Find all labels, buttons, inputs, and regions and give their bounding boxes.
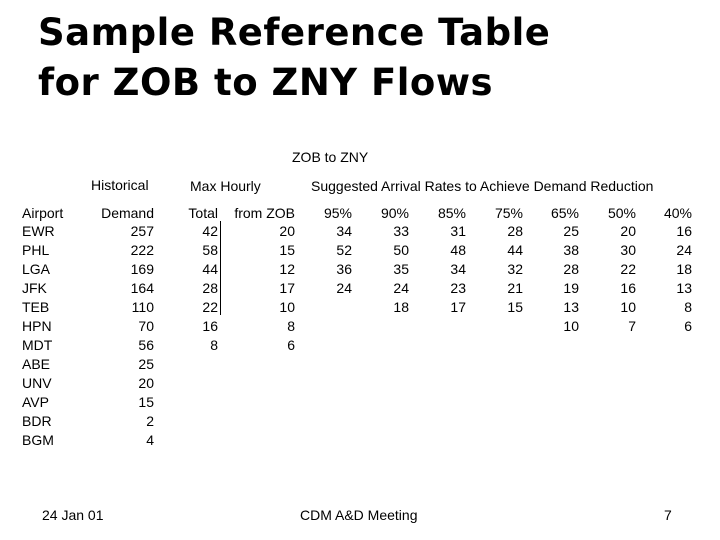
cell-total: 8	[210, 337, 218, 353]
cell-pct-85: 48	[450, 242, 466, 258]
cell-pct-90: 18	[393, 299, 409, 315]
cell-total: 58	[202, 242, 218, 258]
cell-airport: ABE	[22, 356, 51, 372]
cell-pct-85: 34	[450, 261, 466, 277]
column-separator	[220, 221, 221, 315]
cell-airport: BGM	[22, 432, 54, 448]
cell-demand: 20	[138, 375, 154, 391]
cell-pct-50: 20	[620, 223, 636, 239]
cell-pct-90: 35	[393, 261, 409, 277]
cell-pct-95: 36	[336, 261, 352, 277]
cell-airport: TEB	[22, 299, 50, 315]
cell-pct-90: 24	[393, 280, 409, 296]
cell-airport: UNV	[22, 375, 52, 391]
header-max-hourly: Max Hourly	[190, 178, 261, 194]
cell-pct-75: 21	[507, 280, 523, 296]
col-header-airport: Airport	[22, 205, 64, 221]
footer-date: 24 Jan 01	[42, 507, 104, 523]
cell-total: 16	[202, 318, 218, 334]
footer-meeting: CDM A&D Meeting	[300, 507, 418, 523]
cell-pct-40: 16	[676, 223, 692, 239]
cell-pct-40: 24	[676, 242, 692, 258]
cell-pct-90: 50	[393, 242, 409, 258]
cell-airport: BDR	[22, 413, 52, 429]
cell-pct-65: 28	[563, 261, 579, 277]
group-header: ZOB to ZNY	[292, 149, 369, 165]
cell-airport: AVP	[22, 394, 49, 410]
cell-airport: PHL	[22, 242, 50, 258]
cell-pct-50: 10	[620, 299, 636, 315]
cell-airport: HPN	[22, 318, 52, 334]
cell-from-zob: 20	[279, 223, 295, 239]
cell-demand: 56	[138, 337, 154, 353]
cell-airport: LGA	[22, 261, 51, 277]
cell-pct-75: 28	[507, 223, 523, 239]
slide-title: Sample Reference Table for ZOB to ZNY Fl…	[38, 8, 550, 108]
cell-total: 28	[202, 280, 218, 296]
col-header-pct-95: 95%	[323, 205, 352, 221]
cell-from-zob: 12	[279, 261, 295, 277]
cell-demand: 15	[138, 394, 154, 410]
cell-pct-65: 13	[563, 299, 579, 315]
cell-total: 42	[202, 223, 218, 239]
cell-demand: 222	[130, 242, 154, 258]
col-header-pct-90: 90%	[380, 205, 409, 221]
footer-page-number: 7	[664, 507, 672, 523]
cell-demand: 110	[131, 299, 154, 315]
cell-from-zob: 17	[279, 280, 295, 296]
cell-pct-95: 24	[336, 280, 352, 296]
header-historical: Historical	[91, 177, 149, 193]
cell-demand: 70	[138, 318, 154, 334]
cell-pct-75: 44	[507, 242, 523, 258]
cell-pct-40: 6	[684, 318, 692, 334]
header-suggested-rates: Suggested Arrival Rates to Achieve Deman…	[311, 178, 654, 194]
cell-demand: 2	[146, 413, 154, 429]
cell-airport: JFK	[22, 280, 47, 296]
cell-pct-40: 18	[676, 261, 692, 277]
cell-from-zob: 15	[279, 242, 295, 258]
cell-pct-50: 7	[628, 318, 636, 334]
cell-pct-40: 8	[684, 299, 692, 315]
col-header-demand: Demand	[101, 205, 154, 221]
cell-pct-65: 25	[563, 223, 579, 239]
cell-total: 44	[202, 261, 218, 277]
cell-demand: 25	[138, 356, 154, 372]
slide-title-line-1: Sample Reference Table	[38, 11, 551, 54]
cell-pct-50: 22	[620, 261, 636, 277]
col-header-from-zob: from ZOB	[234, 205, 295, 221]
col-header-pct-75: 75%	[494, 205, 523, 221]
cell-demand: 164	[130, 280, 154, 296]
cell-pct-65: 19	[563, 280, 579, 296]
cell-pct-85: 31	[450, 223, 466, 239]
cell-pct-65: 10	[563, 318, 579, 334]
col-header-pct-65: 65%	[550, 205, 579, 221]
cell-pct-65: 38	[563, 242, 579, 258]
cell-pct-85: 17	[450, 299, 466, 315]
cell-pct-50: 30	[620, 242, 636, 258]
cell-demand: 169	[130, 261, 154, 277]
col-header-pct-85: 85%	[437, 205, 466, 221]
col-header-pct-50: 50%	[607, 205, 636, 221]
col-header-pct-40: 40%	[663, 205, 692, 221]
cell-airport: EWR	[22, 223, 55, 239]
cell-pct-75: 15	[507, 299, 523, 315]
cell-pct-40: 13	[676, 280, 692, 296]
cell-pct-50: 16	[620, 280, 636, 296]
cell-from-zob: 6	[287, 337, 295, 353]
cell-pct-75: 32	[507, 261, 523, 277]
cell-demand: 257	[130, 223, 154, 239]
reference-table: ZOB to ZNY Historical Max Hourly Suggest…	[22, 149, 692, 448]
col-header-total: Total	[188, 205, 218, 221]
cell-from-zob: 10	[279, 299, 295, 315]
slide-title-line-2: for ZOB to ZNY Flows	[38, 61, 494, 104]
cell-pct-85: 23	[450, 280, 466, 296]
cell-pct-95: 52	[336, 242, 352, 258]
cell-pct-90: 33	[393, 223, 409, 239]
cell-total: 22	[202, 299, 218, 315]
cell-from-zob: 8	[287, 318, 295, 334]
cell-pct-95: 34	[336, 223, 352, 239]
cell-airport: MDT	[22, 337, 53, 353]
cell-demand: 4	[146, 432, 154, 448]
